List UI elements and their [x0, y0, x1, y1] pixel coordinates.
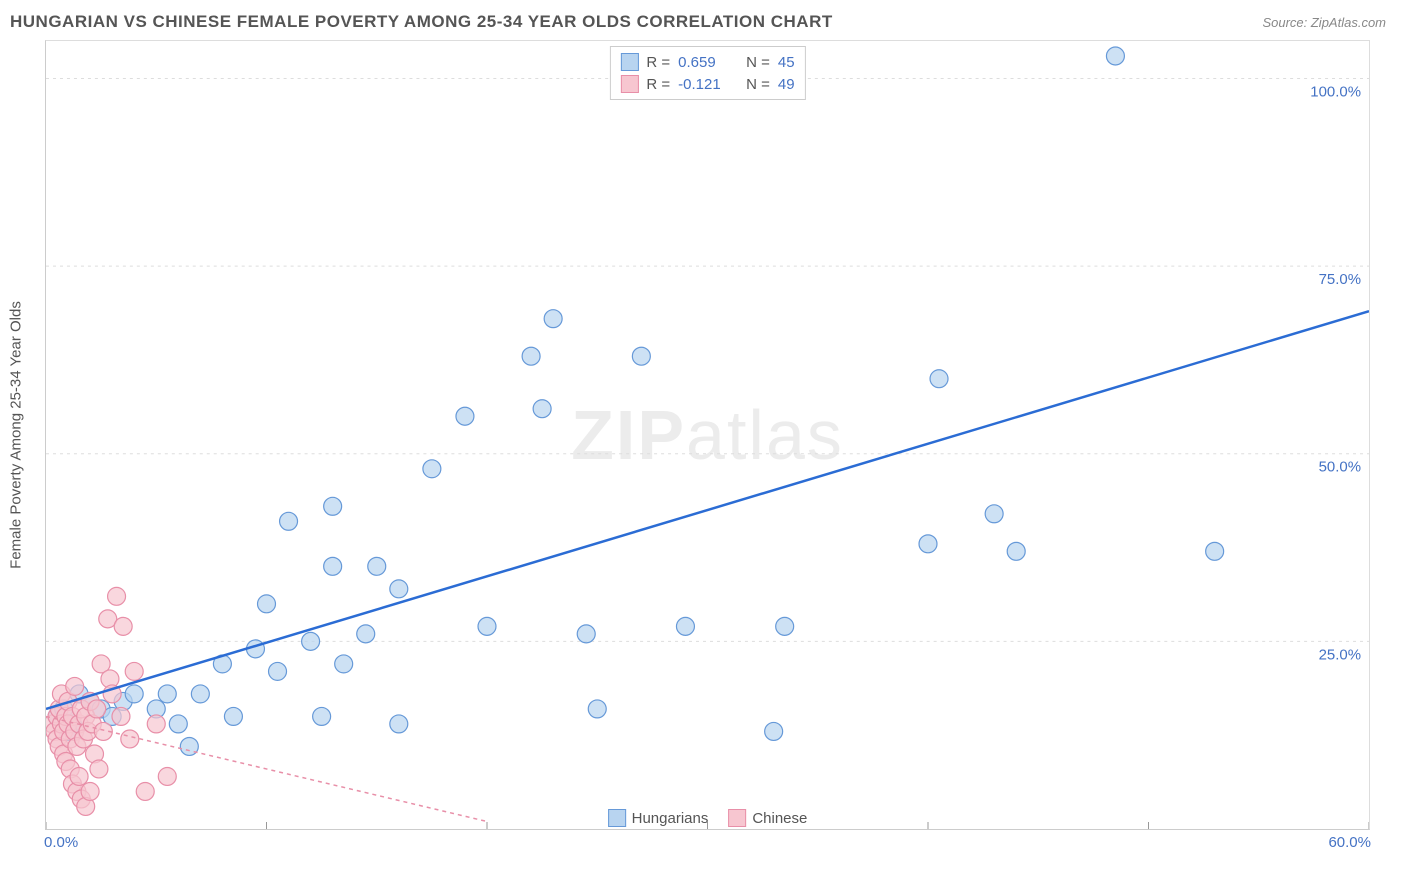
data-point — [390, 580, 408, 598]
data-point — [114, 617, 132, 635]
stats-legend: R = 0.659 N = 45 R = -0.121 N = 49 — [609, 46, 805, 100]
stat-r-value: 0.659 — [678, 54, 728, 71]
data-point — [88, 700, 106, 718]
data-point — [158, 685, 176, 703]
data-point — [147, 715, 165, 733]
data-point — [112, 707, 130, 725]
data-point — [108, 587, 126, 605]
data-point — [158, 767, 176, 785]
plot-svg: 25.0% 50.0% 75.0% 100.0% — [46, 41, 1369, 829]
trend-line — [46, 311, 1369, 709]
data-point — [919, 535, 937, 553]
series-legend-item: Chinese — [728, 809, 807, 827]
data-point — [533, 400, 551, 418]
stat-label: N = — [746, 54, 770, 71]
stat-n-value: 45 — [778, 54, 795, 71]
legend-label: Chinese — [752, 810, 807, 827]
y-axis-label: Female Poverty Among 25-34 Year Olds — [8, 301, 25, 569]
data-point — [335, 655, 353, 673]
data-point — [324, 497, 342, 515]
data-point — [368, 557, 386, 575]
chart-area: Female Poverty Among 25-34 Year Olds ZIP… — [45, 40, 1370, 830]
y-tick-label: 25.0% — [1319, 646, 1361, 663]
data-point — [544, 310, 562, 328]
data-point — [930, 370, 948, 388]
stat-label: R = — [646, 54, 670, 71]
data-point — [121, 730, 139, 748]
data-point — [776, 617, 794, 635]
data-point — [985, 505, 1003, 523]
data-point — [676, 617, 694, 635]
data-point — [390, 715, 408, 733]
data-point — [302, 632, 320, 650]
data-point — [1206, 542, 1224, 560]
data-point — [258, 595, 276, 613]
legend-label: Hungarians — [632, 810, 709, 827]
data-point — [224, 707, 242, 725]
y-tick-label: 75.0% — [1319, 271, 1361, 288]
y-tick-label: 100.0% — [1310, 83, 1361, 100]
series-legend-item: Hungarians — [608, 809, 709, 827]
data-point — [125, 685, 143, 703]
data-point — [169, 715, 187, 733]
data-point — [324, 557, 342, 575]
y-tick-label: 50.0% — [1319, 459, 1361, 476]
data-point — [70, 767, 88, 785]
stat-label: R = — [646, 76, 670, 93]
data-point — [1106, 47, 1124, 65]
data-point — [125, 662, 143, 680]
data-point — [522, 347, 540, 365]
data-point — [313, 707, 331, 725]
data-point — [1007, 542, 1025, 560]
data-point — [191, 685, 209, 703]
data-point — [478, 617, 496, 635]
legend-swatch — [620, 75, 638, 93]
data-point — [136, 782, 154, 800]
stats-legend-row: R = 0.659 N = 45 — [620, 51, 794, 73]
legend-swatch — [608, 809, 626, 827]
data-point — [577, 625, 595, 643]
stats-legend-row: R = -0.121 N = 49 — [620, 73, 794, 95]
data-point — [632, 347, 650, 365]
data-point — [280, 512, 298, 530]
data-point — [90, 760, 108, 778]
data-point — [588, 700, 606, 718]
x-axis-end-label: 60.0% — [1328, 834, 1371, 851]
stat-label: N = — [746, 76, 770, 93]
stat-n-value: 49 — [778, 76, 795, 93]
data-point — [456, 407, 474, 425]
source-attribution: Source: ZipAtlas.com — [1262, 15, 1386, 30]
stat-r-value: -0.121 — [678, 76, 728, 93]
chart-title: HUNGARIAN VS CHINESE FEMALE POVERTY AMON… — [10, 12, 833, 32]
legend-swatch — [728, 809, 746, 827]
data-point — [81, 782, 99, 800]
legend-swatch — [620, 53, 638, 71]
data-point — [269, 662, 287, 680]
series-legend: Hungarians Chinese — [608, 809, 808, 827]
data-point — [357, 625, 375, 643]
data-point — [765, 722, 783, 740]
data-point — [423, 460, 441, 478]
data-point — [66, 677, 84, 695]
x-axis-start-label: 0.0% — [44, 834, 78, 851]
